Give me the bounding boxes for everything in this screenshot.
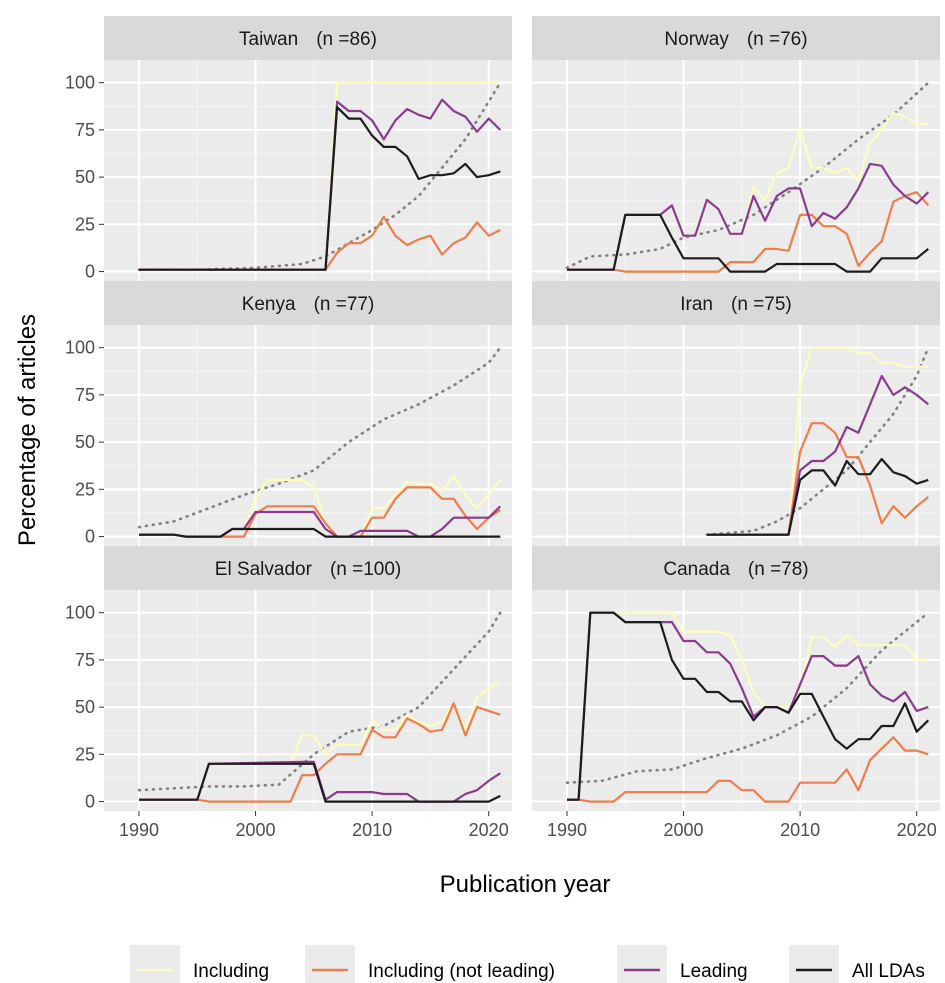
- strip-label: Taiwan (n =86): [239, 29, 377, 50]
- strip-kenya: [104, 281, 512, 325]
- y-tick-label: 75: [75, 385, 95, 405]
- x-tick-label: 2020: [469, 820, 509, 840]
- sample-size: (n =86): [316, 29, 377, 50]
- series-line-including-not-leading: [706, 422, 929, 536]
- series-line-including: [706, 346, 929, 536]
- sample-size: (n =75): [731, 294, 792, 315]
- legend-label: Including (not leading): [368, 961, 555, 982]
- y-tick-label: 100: [65, 73, 95, 93]
- series-line-leading: [706, 374, 929, 536]
- series-line-reference: [565, 81, 930, 270]
- strip-taiwan: [104, 16, 512, 60]
- plot-background: [532, 60, 940, 281]
- series-line-all-ldas: [139, 762, 501, 803]
- series-line-all-ldas: [567, 611, 930, 801]
- y-tick-label: 75: [75, 120, 95, 140]
- series-line-reference: [705, 346, 930, 537]
- x-tick-label: 2000: [664, 820, 704, 840]
- sample-size: (n =76): [747, 29, 808, 50]
- legend-key: [305, 945, 355, 983]
- x-tick-label: 1990: [547, 820, 587, 840]
- panel-el-salvador: El Salvador (n =100) 0 25 50 75 100 1990 2000 201…: [65, 546, 512, 840]
- legend-key: [130, 945, 180, 983]
- series-line-reference: [137, 81, 502, 272]
- panel-canada: Canada (n =78) 1990 2000 2010 2020: [532, 546, 940, 840]
- series-line-all-ldas: [139, 527, 501, 538]
- x-axis-title: Publication year: [440, 871, 611, 898]
- plot-background: [104, 325, 512, 546]
- y-tick-label: 0: [85, 262, 95, 282]
- x-tick-label: 2010: [780, 820, 820, 840]
- x-tick-label: 2010: [352, 820, 392, 840]
- y-tick-label: 25: [75, 214, 95, 234]
- strip-label: Norway (n =76): [664, 29, 807, 50]
- panel-kenya: Kenya (n =77) 0 25 50 75 100: [65, 281, 512, 547]
- x-tick-label: 2020: [897, 820, 937, 840]
- panel-iran: Iran (n =75): [532, 281, 940, 546]
- sample-size: (n =100): [330, 559, 401, 580]
- y-tick-label: 50: [75, 697, 95, 717]
- y-tick-label: 25: [75, 479, 95, 499]
- panel-taiwan: Taiwan (n =86) 0 25 50 75 100: [65, 16, 512, 282]
- legend-key: [617, 945, 667, 983]
- strip-label: Iran (n =75): [680, 294, 791, 315]
- legend-item-including-not-leading: Including (not leading): [305, 945, 555, 983]
- y-tick-label: 50: [75, 167, 95, 187]
- legend-item-leading: Leading: [617, 945, 748, 983]
- y-tick-label: 75: [75, 650, 95, 670]
- series-line-all-ldas: [706, 458, 929, 536]
- legend-item-including: Including: [130, 945, 269, 983]
- series-line-leading: [139, 98, 502, 271]
- y-tick-label: 25: [75, 744, 95, 764]
- country-name: Canada: [663, 559, 730, 580]
- y-axis-title: Percentage of articles: [14, 314, 41, 546]
- sample-size: (n =78): [748, 559, 809, 580]
- panel-norway: Norway (n =76): [532, 16, 940, 281]
- plot-background: [104, 60, 512, 281]
- series-line-including-not-leading: [567, 191, 930, 273]
- country-name: Norway: [664, 29, 729, 50]
- series-line-including-not-leading: [567, 736, 929, 803]
- series-line-reference: [565, 611, 930, 785]
- x-tick-label: 1990: [119, 820, 159, 840]
- x-tick-label: 2000: [236, 820, 276, 840]
- legend: Including Including (not leading) Leading A…: [130, 945, 925, 983]
- series-line-including-not-leading: [139, 486, 501, 538]
- legend-label: Leading: [680, 961, 748, 982]
- sample-size: (n =77): [314, 294, 375, 315]
- strip-canada: [532, 546, 940, 590]
- series-line-including-not-leading: [139, 215, 501, 271]
- y-tick-label: 100: [65, 338, 95, 358]
- series-line-reference: [137, 346, 502, 529]
- series-line-including-not-leading: [139, 702, 501, 803]
- y-tick-label: 100: [65, 603, 95, 623]
- strip-norway: [532, 16, 940, 60]
- country-name: Iran: [680, 294, 713, 315]
- legend-label: Including: [193, 961, 269, 982]
- country-name: Kenya: [242, 294, 296, 315]
- strip-el-salvador: [104, 546, 512, 590]
- y-tick-label: 0: [85, 527, 95, 547]
- strip-label: Canada (n =78): [663, 559, 808, 580]
- legend-label: All LDAs: [852, 961, 925, 982]
- country-name: El Salvador: [215, 559, 313, 580]
- y-tick-label: 50: [75, 432, 95, 452]
- y-tick-label: 0: [85, 792, 95, 812]
- plot-background: [532, 325, 940, 546]
- series-line-all-ldas: [567, 213, 929, 273]
- series-line-including: [567, 611, 929, 801]
- strip-iran: [532, 281, 940, 325]
- country-name: Taiwan: [239, 29, 298, 50]
- series-line-leading: [567, 162, 930, 271]
- series-line-reference: [137, 611, 502, 792]
- series-line-all-ldas: [139, 106, 501, 271]
- legend-item-all-ldas: All LDAs: [789, 945, 925, 983]
- strip-label: El Salvador (n =100): [215, 559, 401, 580]
- strip-label: Kenya (n =77): [242, 294, 375, 315]
- legend-key: [789, 945, 839, 983]
